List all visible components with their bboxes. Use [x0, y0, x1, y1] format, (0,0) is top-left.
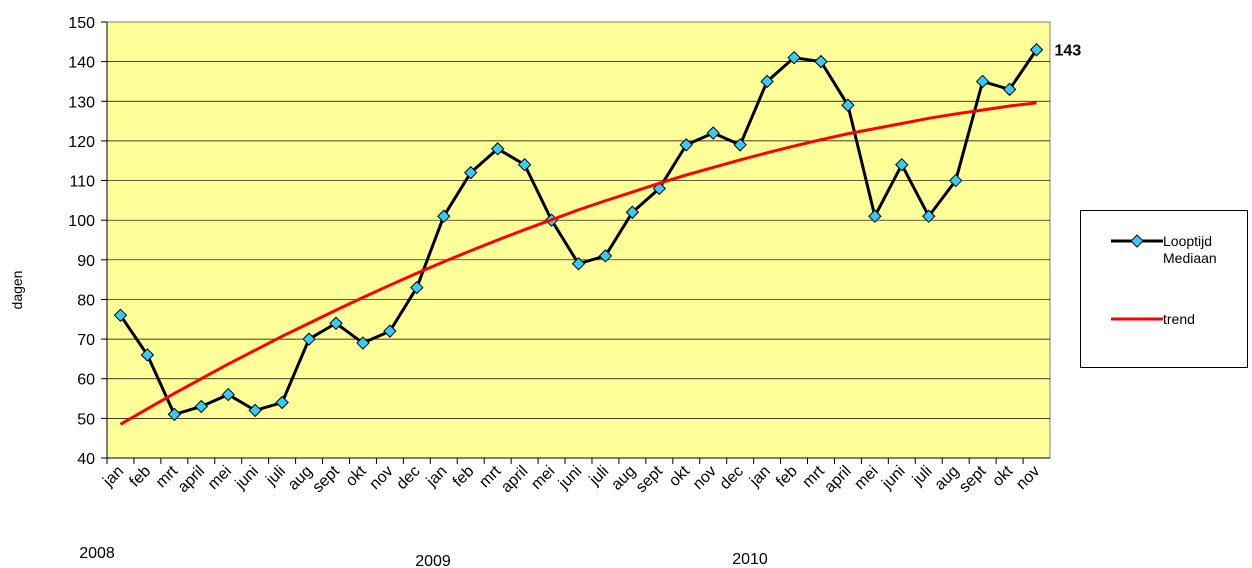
data-point	[760, 74, 774, 89]
data-point	[490, 142, 505, 156]
data-point	[706, 126, 720, 140]
x-tick-label: sept	[956, 462, 990, 496]
data-point	[868, 209, 882, 223]
value-label: 143	[1055, 43, 1082, 60]
data-point	[948, 173, 963, 188]
y-tick-label: 150	[68, 15, 95, 32]
legend-item: trend	[1111, 311, 1225, 328]
data-point	[248, 403, 262, 418]
x-tick-label: juni	[555, 463, 585, 493]
y-tick-label: 140	[68, 55, 95, 72]
data-point	[895, 157, 909, 172]
year-label: 2009	[415, 553, 451, 568]
x-tick-label: feb	[126, 463, 154, 491]
x-tick-label: aug	[285, 463, 316, 494]
data-point	[113, 308, 128, 323]
y-tick-label: 60	[77, 372, 95, 389]
data-point	[356, 336, 370, 350]
data-point	[1002, 82, 1017, 97]
x-tick-label: aug	[608, 463, 639, 494]
data-point	[302, 332, 316, 346]
x-tick-label: sept	[309, 462, 343, 496]
plot-area	[106, 21, 1051, 459]
y-tick-label: 110	[69, 174, 95, 191]
y-axis-label: dagen	[9, 271, 25, 310]
data-point	[140, 348, 155, 362]
year-label: 2008	[79, 545, 115, 562]
data-point	[221, 387, 235, 402]
y-tick-label: 130	[68, 94, 95, 111]
data-point	[787, 50, 801, 65]
x-tick-label: aug	[932, 463, 963, 494]
data-point	[437, 209, 451, 223]
data-point	[841, 98, 855, 112]
x-tick-label: jan	[746, 463, 774, 491]
data-point	[598, 249, 613, 263]
x-tick-label: okt	[666, 462, 694, 490]
x-tick-label: jan	[423, 463, 451, 491]
y-tick-label: 40	[77, 451, 95, 468]
x-tick-label: mei	[205, 463, 235, 493]
y-tick-label: 90	[77, 253, 95, 270]
data-point	[733, 138, 747, 152]
legend-label: Looptijd Mediaan	[1163, 233, 1217, 266]
x-tick-label: april	[821, 463, 854, 496]
x-tick-label: nov	[366, 463, 396, 493]
x-tick-label: juni	[232, 463, 262, 493]
data-point	[679, 138, 693, 152]
x-tick-label: sept	[633, 462, 667, 496]
data-point	[410, 280, 424, 295]
y-tick-label: 100	[68, 213, 95, 230]
x-tick-label: mei	[528, 463, 558, 493]
x-tick-label: juni	[878, 463, 908, 493]
legend-label: trend	[1163, 311, 1195, 327]
x-tick-label: mei	[851, 463, 881, 493]
data-point	[167, 407, 182, 422]
data-point	[922, 209, 936, 223]
x-tick-label: okt	[343, 462, 371, 490]
legend-swatch	[1111, 234, 1163, 248]
data-point	[194, 399, 209, 414]
year-label: 2010	[732, 551, 768, 568]
legend: Looptijd Mediaan trend	[1080, 210, 1248, 368]
x-tick-label: nov	[1013, 463, 1043, 493]
x-tick-label: okt	[989, 462, 1017, 490]
legend-item: Looptijd Mediaan	[1111, 233, 1225, 267]
x-tick-label: juli	[262, 463, 289, 490]
data-point	[625, 205, 640, 219]
x-tick-label: dec	[717, 463, 747, 493]
legend-swatch	[1111, 317, 1163, 321]
x-tick-label: juli	[909, 463, 936, 490]
x-tick-label: jan	[99, 463, 127, 491]
data-point	[275, 395, 289, 410]
y-tick-label: 50	[77, 411, 95, 428]
x-tick-label: april	[175, 463, 208, 496]
x-tick-label: juli	[586, 463, 613, 490]
y-tick-label: 80	[77, 292, 95, 309]
x-tick-label: dec	[393, 463, 423, 493]
data-point	[975, 74, 990, 89]
x-tick-label: april	[498, 463, 531, 496]
x-tick-label: nov	[690, 463, 720, 493]
data-point	[383, 324, 397, 338]
x-tick-label: feb	[450, 463, 478, 491]
y-tick-label: 120	[68, 134, 95, 151]
y-tick-label: 70	[77, 332, 95, 349]
data-point	[814, 54, 828, 69]
data-point	[517, 157, 532, 172]
data-point	[571, 257, 586, 271]
x-tick-label: feb	[773, 463, 801, 491]
series-line	[119, 101, 1037, 426]
data-point	[329, 316, 343, 330]
data-point	[464, 165, 478, 180]
data-point	[1029, 43, 1044, 57]
